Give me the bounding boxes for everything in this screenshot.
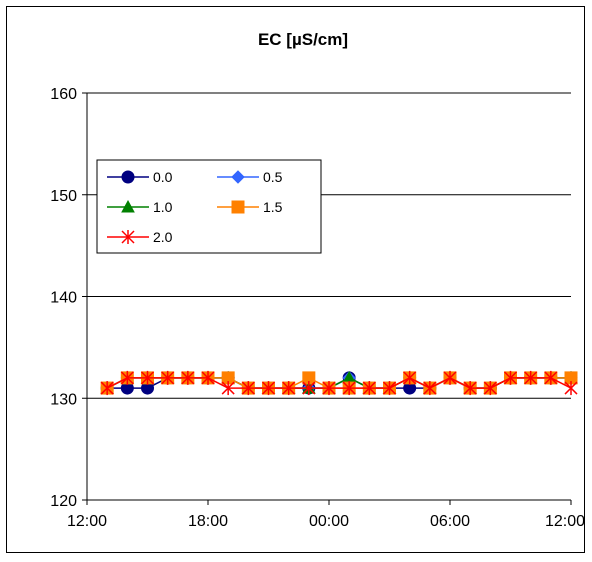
data-point (261, 381, 276, 396)
legend-item-1.5: 1.5 (217, 199, 283, 215)
data-point (201, 370, 215, 385)
data-point (362, 381, 376, 396)
series-layer (100, 370, 578, 396)
x-tick-label: 12:00 (545, 513, 585, 530)
data-point (463, 381, 477, 396)
x-tick-label: 12:00 (67, 513, 107, 530)
y-tick-label: 120 (50, 493, 77, 510)
legend-label: 2.0 (153, 229, 173, 245)
data-point (221, 381, 235, 396)
data-point (403, 370, 417, 385)
y-tick-label: 140 (50, 290, 77, 307)
data-point (140, 370, 155, 385)
data-point (181, 370, 195, 385)
data-point (342, 381, 356, 396)
data-point (161, 370, 175, 385)
x-tick-label: 06:00 (430, 513, 470, 530)
y-tick-label: 130 (50, 391, 77, 408)
legend-label: 1.5 (263, 199, 283, 215)
legend-marker (231, 170, 245, 184)
data-point (524, 370, 538, 385)
x-tick-label: 18:00 (188, 513, 228, 530)
data-point (322, 381, 336, 396)
legend-label: 1.0 (153, 199, 173, 215)
x-tick-label: 00:00 (309, 513, 349, 530)
legend: 0.0 0.5 1.0 1.5 2.0 (96, 159, 322, 254)
legend-label: 0.5 (263, 169, 283, 185)
data-point (302, 381, 316, 396)
data-point (241, 381, 255, 396)
legend-marker (121, 230, 135, 244)
data-point (503, 370, 518, 385)
y-tick-label: 160 (50, 86, 77, 103)
legend-marker (121, 170, 135, 184)
chart-frame: EC [µS/cm] 120 130 140 150 160 12:00 18:00 00:0… (6, 6, 585, 553)
data-point (564, 381, 578, 396)
data-point (382, 381, 397, 396)
legend-marker (121, 199, 135, 213)
data-point (282, 381, 296, 396)
legend-item-1.0: 1.0 (107, 199, 173, 215)
data-point (483, 381, 497, 396)
legend-item-2.0: 2.0 (107, 229, 173, 245)
data-point (423, 381, 437, 396)
chart-title: EC [µS/cm] (258, 30, 348, 49)
data-point (544, 370, 558, 385)
data-point (120, 370, 134, 385)
series-line-2.0 (106, 377, 572, 389)
legend-item-0.0: 0.0 (107, 169, 173, 185)
data-point (443, 370, 457, 385)
y-tick-label: 150 (50, 188, 77, 205)
series-2.0 (100, 370, 578, 396)
ec-line-chart: EC [µS/cm] 120 130 140 150 160 12:00 18:00 00:0… (50, 30, 585, 530)
legend-marker (231, 200, 245, 214)
legend-item-0.5: 0.5 (217, 169, 283, 185)
data-point (100, 381, 114, 396)
legend-label: 0.0 (153, 169, 173, 185)
axes: 120 130 140 150 160 12:00 18:00 00:00 06:00 12:00 (50, 86, 585, 530)
